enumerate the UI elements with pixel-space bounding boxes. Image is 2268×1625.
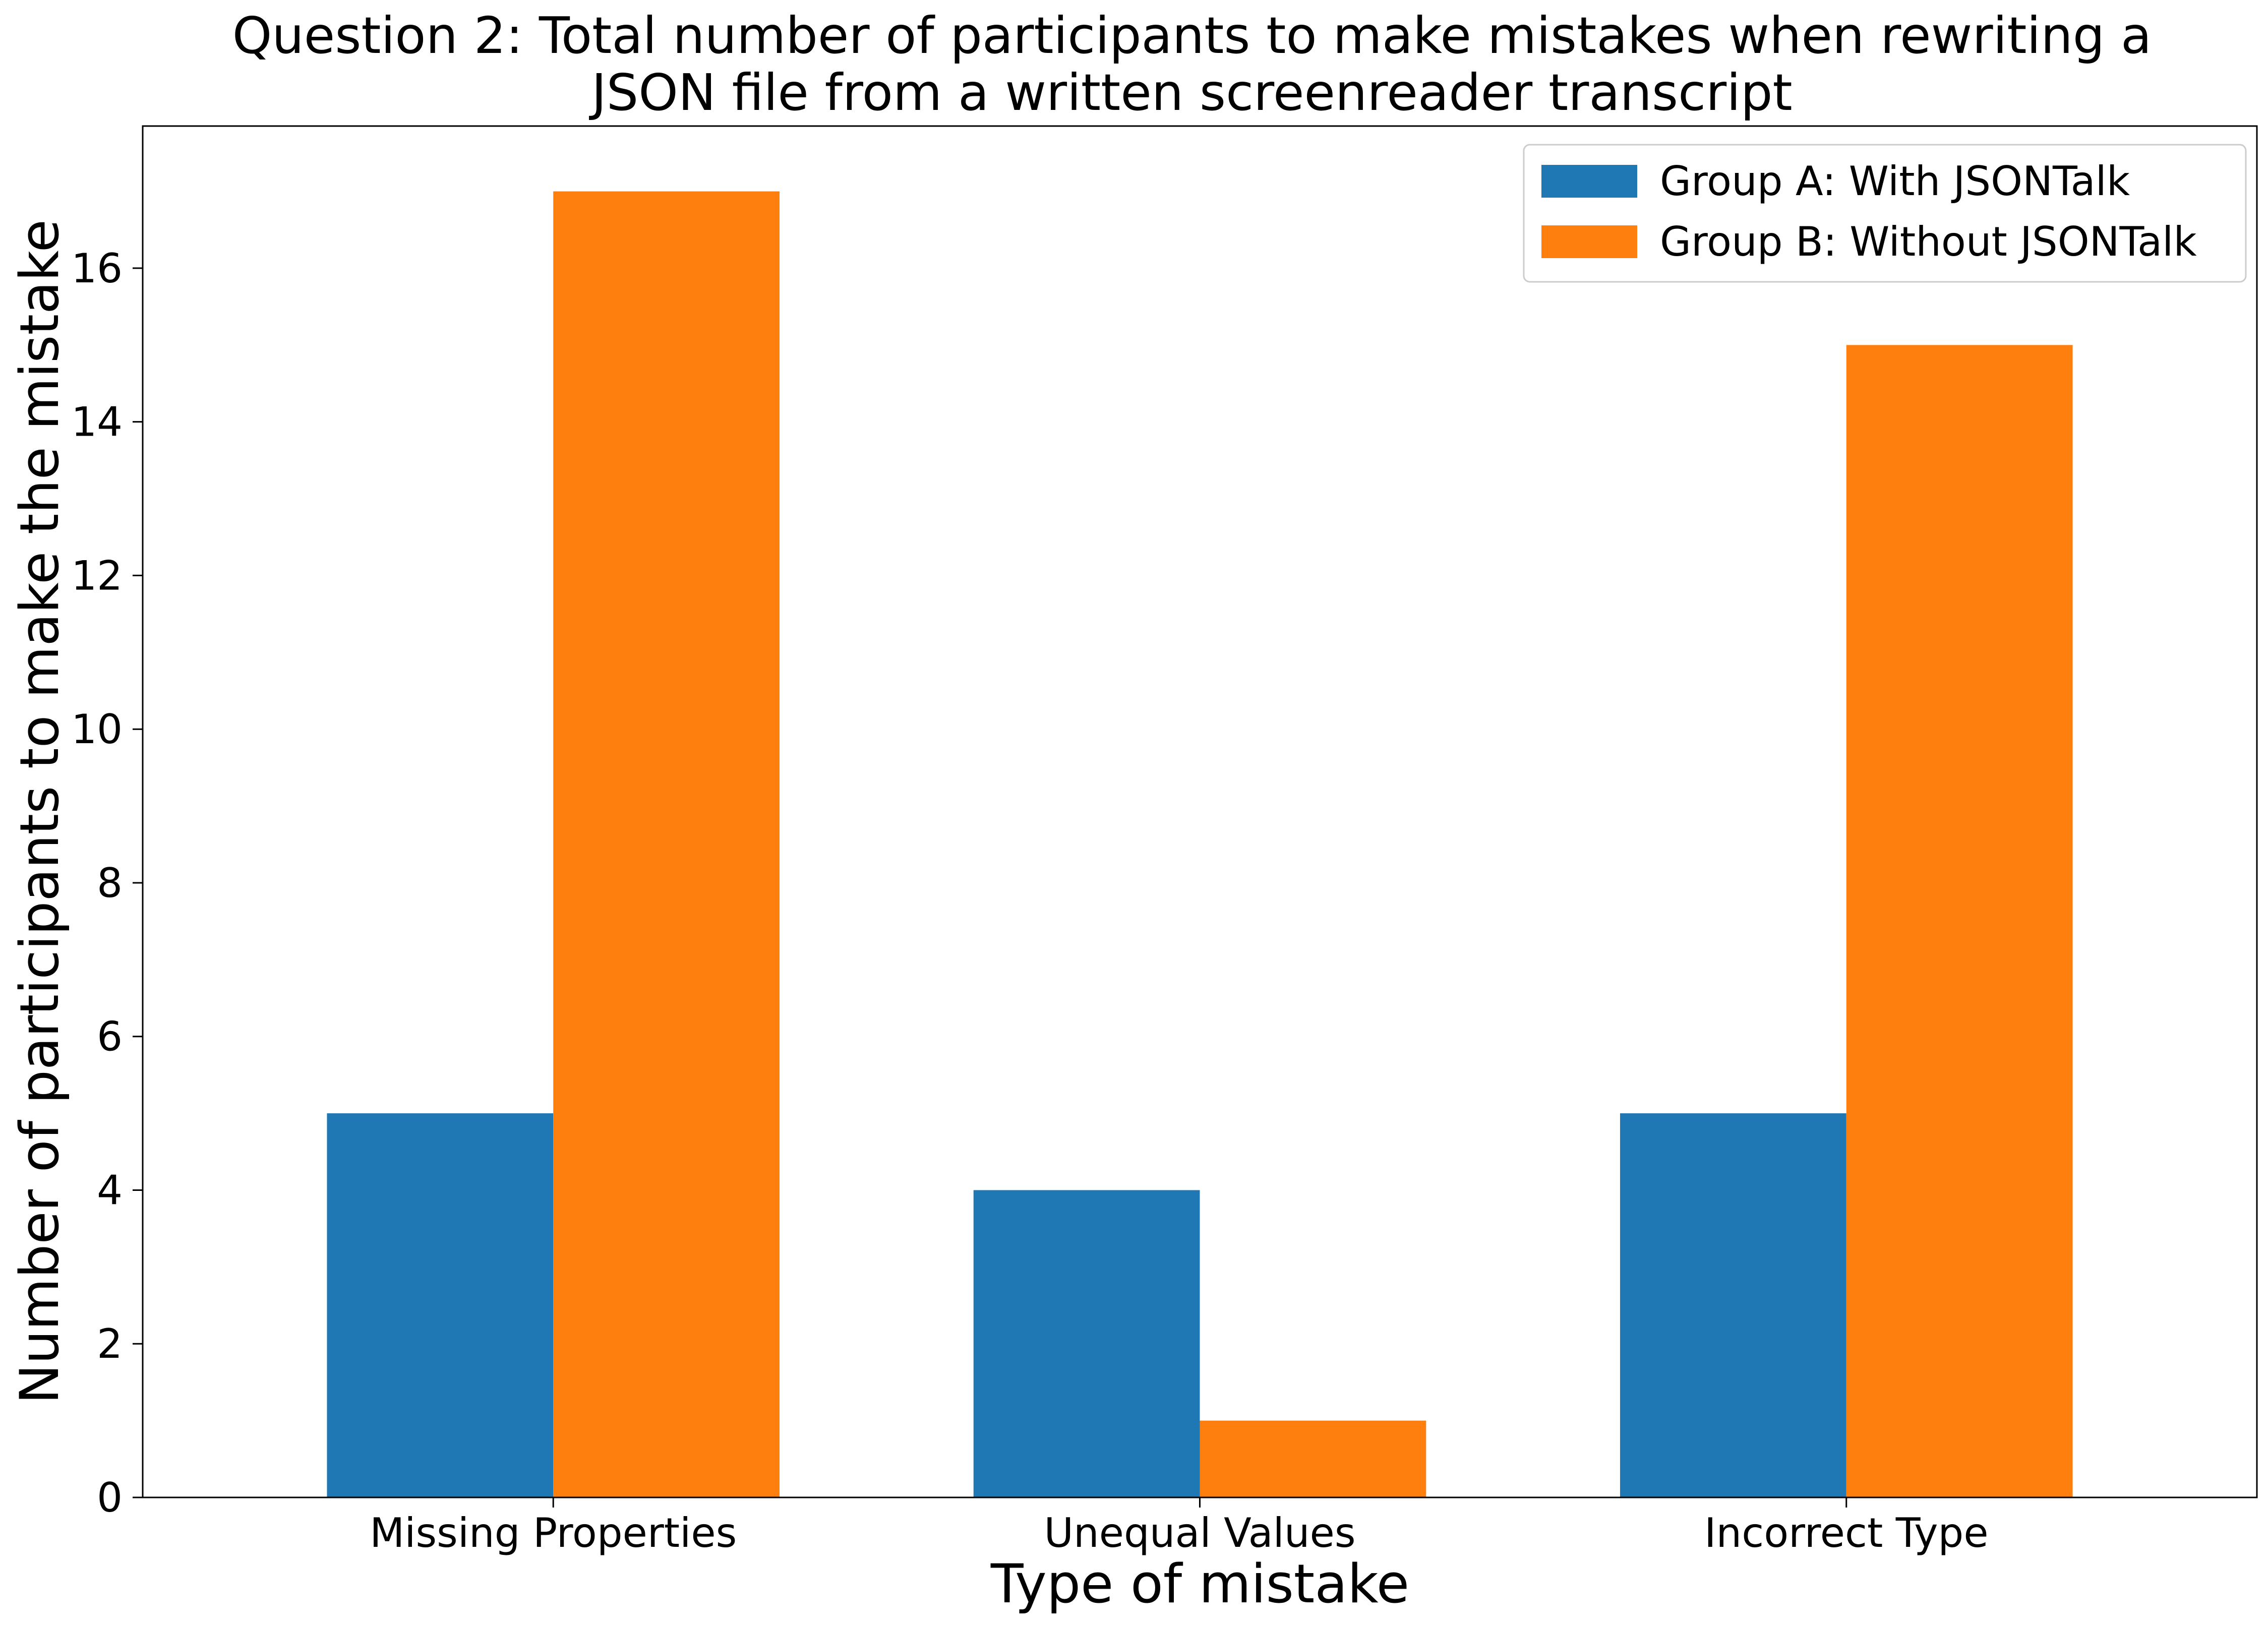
legend-swatch-group-b: [1541, 225, 1637, 258]
y-tick-label: 0: [97, 1474, 123, 1521]
bar-group-a-1: [973, 1190, 1200, 1497]
x-axis-label: Type of mistake: [990, 1553, 1409, 1615]
bar-group-b-1: [1200, 1420, 1426, 1497]
y-tick-label: 14: [71, 399, 123, 446]
x-tick-label: Unequal Values: [1044, 1510, 1355, 1556]
legend-swatch-group-a: [1541, 165, 1637, 198]
y-tick-label: 16: [71, 245, 123, 292]
chart-title-line-1: Question 2: Total number of participants…: [232, 6, 2152, 65]
y-tick-label: 2: [97, 1320, 123, 1367]
legend-box: [1523, 144, 2247, 283]
bar-group-b-2: [1846, 345, 2073, 1498]
chart-title-line-2: JSON file from a written screenreader tr…: [588, 63, 1792, 122]
bars-group: [327, 191, 2073, 1498]
legend-label-group-b: Group B: Without JSONTalk: [1660, 218, 2197, 265]
y-tick-label: 6: [97, 1013, 123, 1060]
y-tick-label: 4: [97, 1167, 123, 1214]
axes-group: 0 2 4 6 8 10 12 14 16 Missing Properties Unequal V…: [71, 125, 2258, 1556]
y-tick-label: 10: [71, 706, 123, 753]
bar-group-b-0: [553, 191, 780, 1497]
y-axis-label: Number of participants to make the mista…: [9, 219, 71, 1404]
x-tick-label: Missing Properties: [370, 1510, 737, 1556]
x-tick-label: Incorrect Type: [1704, 1510, 1989, 1556]
y-tick-label: 8: [97, 860, 123, 907]
chart-title: Question 2: Total number of participants…: [232, 6, 2152, 122]
bar-group-a-0: [327, 1113, 554, 1497]
y-tick-label: 12: [71, 552, 123, 599]
legend-label-group-a: Group A: With JSONTalk: [1660, 158, 2130, 205]
legend: Group A: With JSONTalk Group B: Without J…: [1523, 144, 2247, 283]
bar-group-a-2: [1620, 1113, 1846, 1497]
